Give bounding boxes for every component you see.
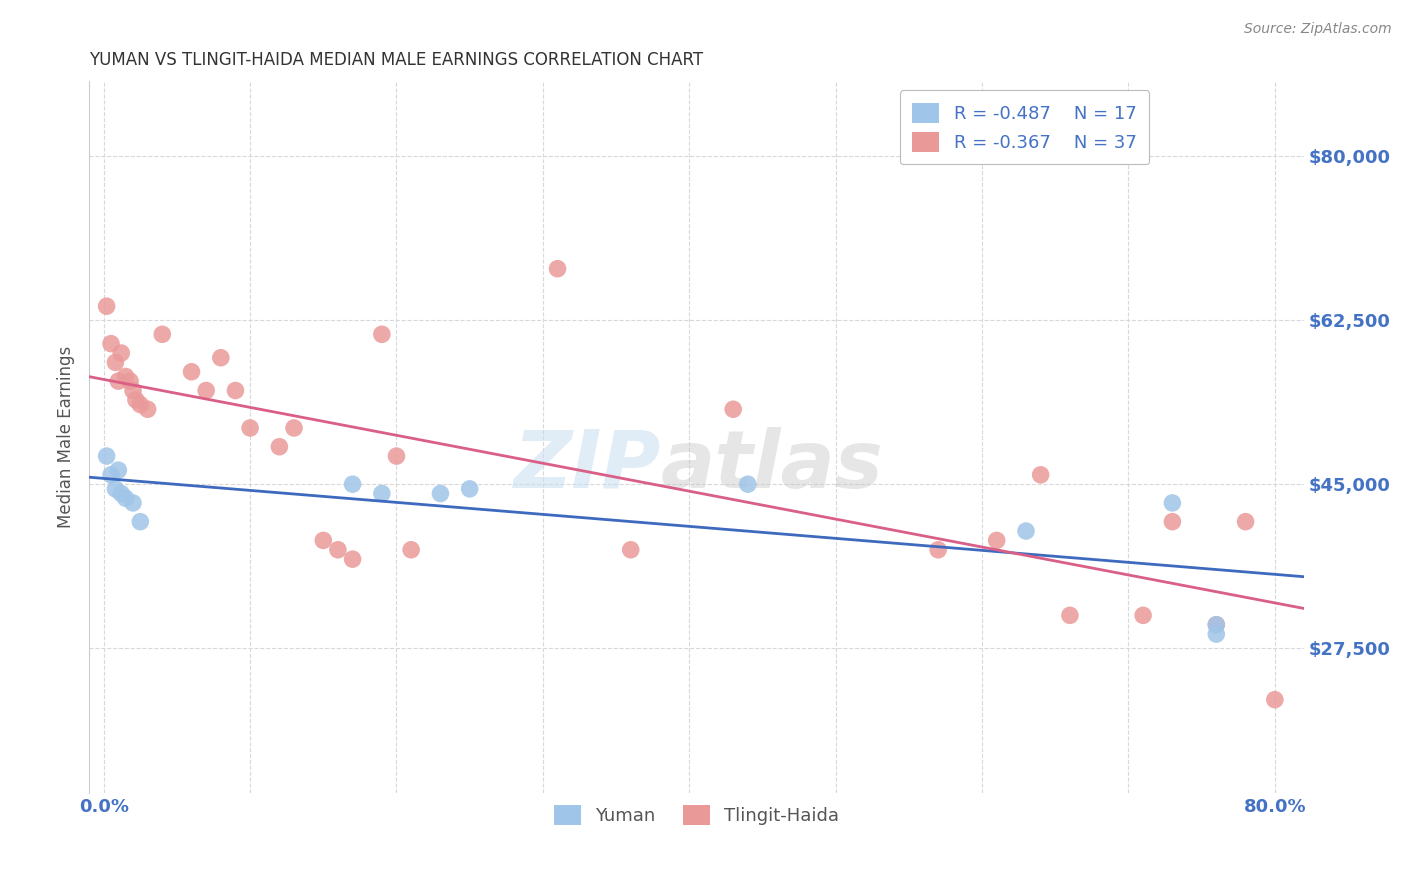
Point	[96, 449, 118, 463]
Point	[721, 402, 744, 417]
Point	[458, 482, 481, 496]
Point	[224, 384, 246, 398]
Point	[371, 486, 394, 500]
Point	[107, 374, 129, 388]
Point	[385, 449, 408, 463]
Point	[620, 542, 643, 557]
Text: atlas: atlas	[661, 427, 883, 505]
Point	[129, 398, 152, 412]
Point	[129, 515, 152, 529]
Point	[107, 463, 129, 477]
Point	[269, 440, 291, 454]
Point	[195, 384, 218, 398]
Point	[110, 486, 132, 500]
Point	[120, 374, 142, 388]
Point	[96, 299, 118, 313]
Point	[986, 533, 1008, 548]
Point	[114, 491, 136, 506]
Point	[114, 369, 136, 384]
Point	[125, 392, 148, 407]
Point	[209, 351, 232, 365]
Point	[312, 533, 335, 548]
Y-axis label: Median Male Earnings: Median Male Earnings	[58, 346, 75, 528]
Point	[547, 261, 569, 276]
Point	[1132, 608, 1154, 623]
Point	[136, 402, 159, 417]
Point	[399, 542, 422, 557]
Point	[1161, 496, 1184, 510]
Point	[1205, 617, 1227, 632]
Point	[104, 355, 127, 369]
Point	[122, 384, 145, 398]
Point	[1205, 617, 1227, 632]
Point	[110, 346, 132, 360]
Point	[342, 477, 364, 491]
Point	[1161, 515, 1184, 529]
Point	[737, 477, 759, 491]
Point	[1015, 524, 1038, 538]
Point	[927, 542, 949, 557]
Point	[100, 467, 122, 482]
Point	[150, 327, 173, 342]
Point	[342, 552, 364, 566]
Point	[1059, 608, 1081, 623]
Text: YUMAN VS TLINGIT-HAIDA MEDIAN MALE EARNINGS CORRELATION CHART: YUMAN VS TLINGIT-HAIDA MEDIAN MALE EARNI…	[89, 51, 703, 69]
Point	[104, 482, 127, 496]
Legend: Yuman, Tlingit-Haida: Yuman, Tlingit-Haida	[546, 797, 848, 834]
Point	[371, 327, 394, 342]
Text: ZIP: ZIP	[513, 427, 661, 505]
Point	[122, 496, 145, 510]
Text: Source: ZipAtlas.com: Source: ZipAtlas.com	[1244, 22, 1392, 37]
Point	[326, 542, 349, 557]
Point	[239, 421, 262, 435]
Point	[429, 486, 451, 500]
Point	[100, 336, 122, 351]
Point	[180, 365, 202, 379]
Point	[283, 421, 305, 435]
Point	[1205, 627, 1227, 641]
Point	[1234, 515, 1257, 529]
Point	[1264, 692, 1286, 706]
Point	[1029, 467, 1052, 482]
